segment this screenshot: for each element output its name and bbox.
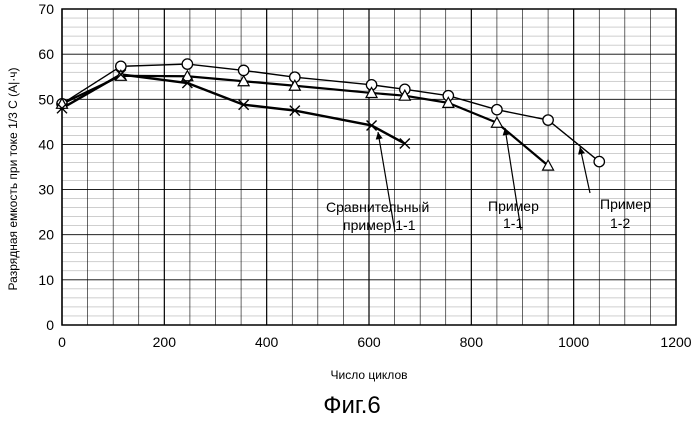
annotation-label: Пример <box>600 196 651 212</box>
data-point-x <box>56 102 68 114</box>
x-tick-label: 1000 <box>558 334 589 350</box>
annotation-label: Сравнительный <box>326 199 429 215</box>
y-tick-label: 10 <box>38 272 54 288</box>
data-point-x <box>289 105 301 117</box>
data-point-triangle <box>541 158 555 171</box>
y-tick-label: 0 <box>46 317 54 333</box>
data-point-x <box>366 119 378 131</box>
data-point-circle <box>542 114 554 126</box>
y-tick-label: 30 <box>38 182 54 198</box>
data-point-triangle <box>398 88 412 101</box>
annotation-arrow <box>375 131 396 233</box>
x-marker-stroke <box>399 138 411 150</box>
data-point-x <box>115 68 127 80</box>
x-tick-label: 200 <box>153 334 177 350</box>
x-marker-stroke <box>56 102 68 114</box>
annotation-label: 1-1 <box>503 215 523 231</box>
series-line <box>61 74 549 167</box>
x-axis-label: Число циклов <box>331 368 408 382</box>
y-tick-label: 70 <box>38 1 54 17</box>
y-axis-label: Разрядная емкость при токе 1/3 С (А|·ч) <box>6 68 20 291</box>
x-marker-stroke <box>115 68 127 80</box>
data-point-triangle <box>365 86 379 99</box>
series <box>55 58 606 171</box>
axis-ticks: 0 200 400 600 800 1000 1200 0 10 20 30 40 50 60 70 <box>38 1 691 350</box>
y-tick-label: 40 <box>38 136 54 152</box>
data-point-triangle <box>441 96 455 108</box>
data-point-circle <box>181 58 194 70</box>
x-marker-stroke <box>181 77 193 89</box>
plot-frame <box>61 8 677 326</box>
x-tick-label: 800 <box>460 334 484 350</box>
annotation-label: Пример <box>488 198 539 214</box>
x-tick-label: 400 <box>255 334 279 350</box>
figure-caption: Фиг.6 <box>323 392 381 419</box>
x-tick-label: 0 <box>58 334 66 350</box>
annotation-label: 1-2 <box>610 215 630 231</box>
series-line <box>61 63 600 163</box>
data-point-circle <box>491 103 503 116</box>
x-tick-label: 600 <box>357 334 381 350</box>
x-marker-stroke <box>238 99 250 111</box>
data-point-triangle <box>490 116 504 128</box>
data-point-x <box>399 138 411 150</box>
data-point-triangle <box>237 74 251 87</box>
annotation-arrow <box>578 146 591 194</box>
x-marker-stroke <box>289 105 301 117</box>
annotation-arrow <box>502 127 522 231</box>
data-point-circle <box>237 64 250 77</box>
annotation-label: пример 1-1 <box>343 217 416 233</box>
data-point-x <box>238 99 250 111</box>
data-point-circle <box>593 155 606 168</box>
y-tick-label: 50 <box>38 91 54 107</box>
x-marker-stroke <box>366 119 378 131</box>
data-point-triangle <box>288 78 302 91</box>
data-point-x <box>181 77 193 89</box>
data-point-triangle <box>180 69 194 82</box>
y-tick-label: 60 <box>38 46 54 62</box>
y-tick-label: 20 <box>38 227 54 243</box>
x-tick-label: 1200 <box>660 334 691 350</box>
